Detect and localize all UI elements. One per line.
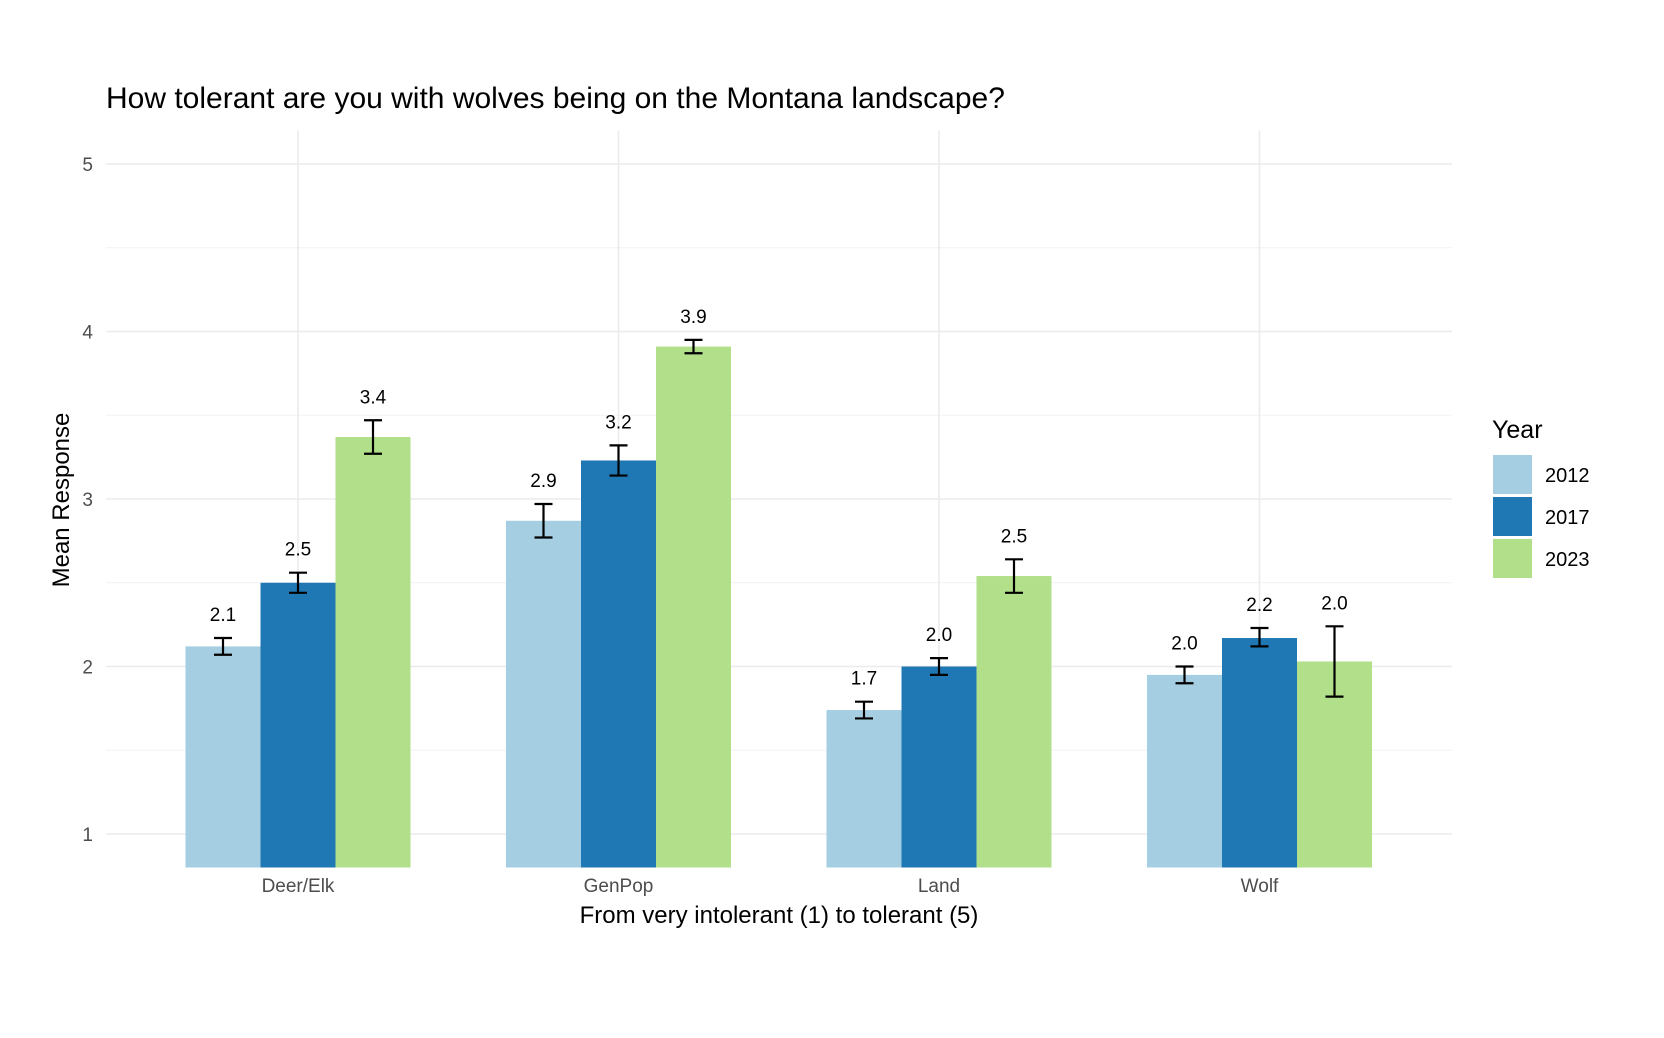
bar-2023-deer-elk: [335, 437, 411, 868]
y-axis-title: Mean Response: [48, 413, 75, 588]
data-label: 2.0: [1171, 634, 1197, 655]
error-bar: [289, 571, 307, 594]
bar-2017-land: [901, 666, 977, 868]
chart-title: How tolerant are you with wolves being o…: [106, 82, 1005, 115]
y-tick-label: 5: [82, 155, 93, 176]
error-bar: [364, 419, 382, 455]
bar-2023-genpop: [656, 346, 731, 868]
error-bar: [930, 657, 948, 676]
legend: Year 2012 2017 2023: [1492, 416, 1590, 578]
bar-2017-genpop: [581, 460, 656, 868]
legend-item-2012: 2012: [1493, 455, 1590, 494]
data-label: 2.5: [1001, 526, 1027, 547]
data-label: 3.2: [605, 412, 631, 433]
error-bar: [1175, 665, 1194, 685]
legend-swatch: [1493, 497, 1532, 536]
error-bar: [609, 444, 628, 477]
y-tick-label: 2: [82, 658, 93, 679]
data-label: 2.0: [1321, 593, 1347, 614]
error-bar: [1250, 626, 1269, 648]
x-tick-label: Deer/Elk: [262, 876, 335, 897]
bar-2023-land: [976, 576, 1052, 868]
legend-title: Year: [1492, 416, 1543, 444]
error-bar: [1005, 558, 1023, 594]
legend-swatch: [1493, 539, 1532, 578]
data-label: 2.0: [926, 625, 952, 646]
y-tick-label: 3: [82, 490, 93, 511]
bar-2012-wolf: [1147, 674, 1222, 868]
data-label: 2.5: [285, 540, 311, 561]
y-tick-labels: 1 2 3 4 5: [82, 155, 93, 846]
bars-group: [185, 346, 1372, 868]
legend-label: 2017: [1545, 507, 1590, 529]
error-bar: [214, 636, 232, 656]
bar-2012-deer-elk: [185, 646, 261, 868]
legend-label: 2012: [1545, 465, 1590, 487]
data-label: 1.7: [851, 669, 877, 690]
data-label: 3.9: [680, 307, 706, 328]
data-labels-group: 2.1 2.9 1.7 2.0 2.5 3.2 2.0 2.2 3.4 3.9 2.5 2.0: [210, 307, 1348, 690]
legend-item-2017: 2017: [1493, 497, 1590, 536]
error-bar: [684, 338, 703, 355]
legend-swatch: [1493, 455, 1532, 494]
data-label: 2.9: [530, 471, 556, 492]
data-label: 3.4: [360, 387, 387, 408]
error-bar: [534, 502, 553, 539]
y-tick-label: 4: [82, 323, 93, 344]
error-bar: [1325, 625, 1344, 698]
data-label: 2.2: [1246, 595, 1272, 616]
y-tick-label: 1: [82, 825, 93, 846]
error-bars-group: [214, 338, 1344, 720]
bar-2017-wolf: [1222, 638, 1297, 868]
legend-label: 2023: [1545, 549, 1590, 571]
x-tick-label: GenPop: [584, 876, 654, 897]
data-label: 2.1: [210, 605, 236, 626]
bar-2012-land: [826, 710, 902, 868]
x-tick-labels: Deer/Elk GenPop Land Wolf: [262, 876, 1279, 897]
legend-item-2023: 2023: [1493, 539, 1590, 578]
error-bar: [855, 700, 873, 720]
x-tick-label: Land: [918, 876, 960, 897]
bar-2012-genpop: [506, 520, 581, 868]
x-tick-label: Wolf: [1241, 876, 1279, 897]
bar-2017-deer-elk: [260, 582, 336, 868]
x-axis-title: From very intolerant (1) to tolerant (5): [580, 902, 979, 929]
